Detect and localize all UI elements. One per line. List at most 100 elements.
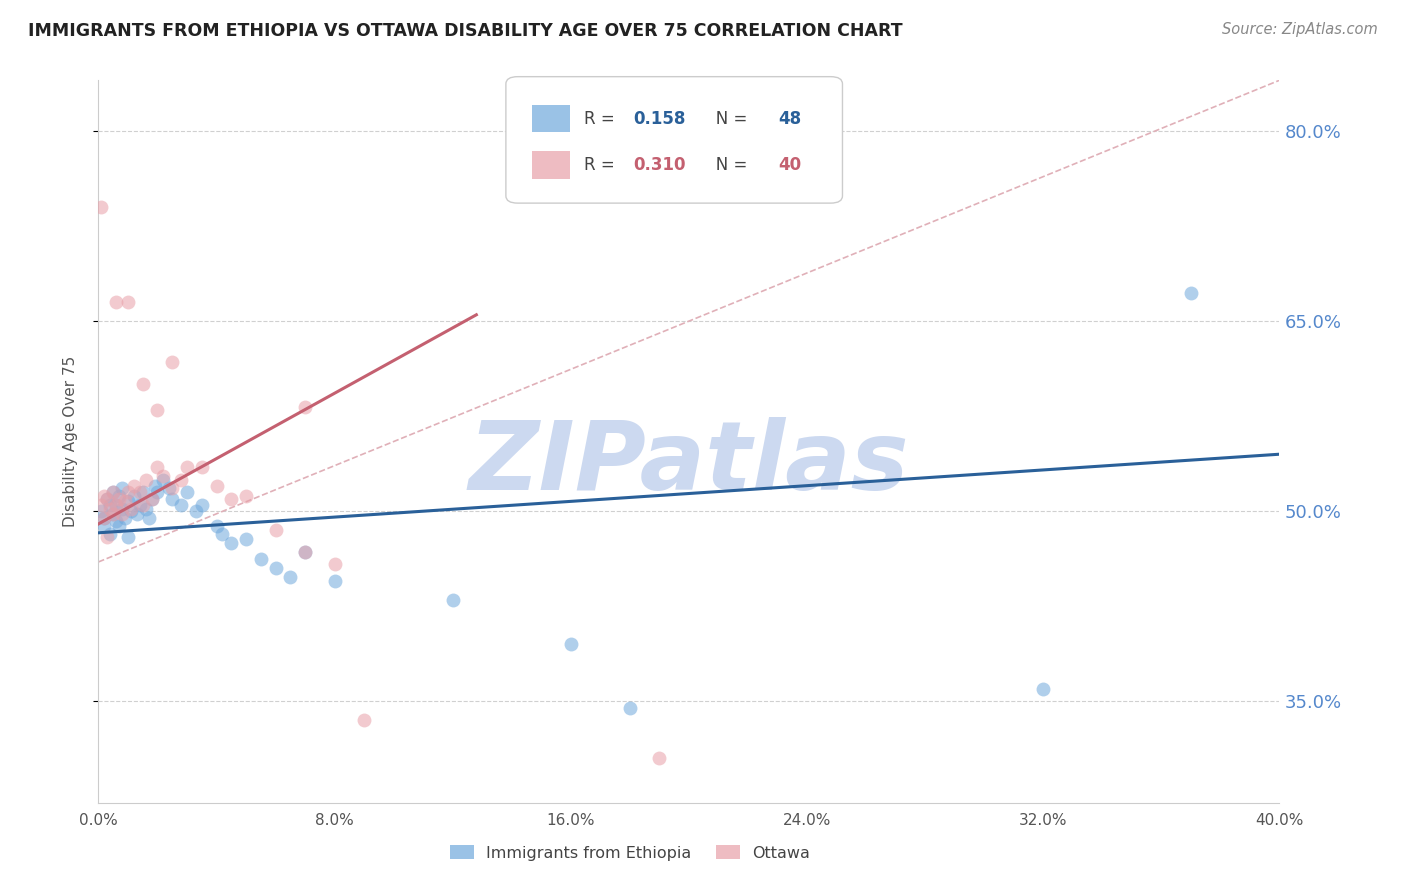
Point — [162, 482, 183, 496]
Text: 0.158: 0.158 — [634, 110, 686, 128]
Point — [125, 507, 148, 521]
Text: N =: N = — [700, 110, 752, 128]
Point — [105, 498, 128, 512]
Point — [98, 498, 121, 512]
Point — [98, 527, 121, 541]
FancyBboxPatch shape — [506, 77, 842, 203]
Point — [205, 519, 228, 533]
Point — [90, 200, 112, 214]
Point — [135, 501, 157, 516]
Point — [221, 491, 243, 506]
Point — [128, 485, 150, 500]
Point — [170, 498, 193, 512]
Point — [1032, 681, 1054, 696]
Point — [146, 459, 169, 474]
Point — [111, 501, 134, 516]
Point — [353, 714, 375, 728]
Point — [141, 491, 163, 506]
Y-axis label: Disability Age Over 75: Disability Age Over 75 — [63, 356, 77, 527]
Point — [108, 491, 131, 506]
Point — [191, 459, 214, 474]
Point — [323, 574, 346, 588]
Point — [120, 504, 142, 518]
Point — [122, 479, 145, 493]
Point — [157, 482, 180, 496]
Legend: Immigrants from Ethiopia, Ottawa: Immigrants from Ethiopia, Ottawa — [443, 838, 817, 867]
Point — [132, 485, 155, 500]
Point — [205, 479, 228, 493]
Text: 48: 48 — [779, 110, 801, 128]
Point — [103, 507, 125, 521]
Point — [264, 523, 287, 537]
Point — [294, 545, 316, 559]
Point — [323, 558, 346, 572]
FancyBboxPatch shape — [531, 151, 569, 178]
Point — [250, 552, 273, 566]
Point — [117, 530, 139, 544]
Point — [146, 485, 169, 500]
Point — [221, 536, 243, 550]
Point — [103, 485, 125, 500]
Point — [96, 491, 118, 506]
Point — [191, 498, 214, 512]
Point — [648, 751, 671, 765]
Point — [108, 489, 131, 503]
Point — [235, 489, 257, 503]
Point — [111, 482, 134, 496]
Point — [211, 527, 233, 541]
Point — [294, 545, 316, 559]
Point — [114, 510, 136, 524]
Point — [280, 570, 302, 584]
Point — [93, 510, 115, 524]
Point — [114, 494, 136, 508]
Point — [135, 473, 157, 487]
Point — [90, 504, 112, 518]
Point — [132, 377, 155, 392]
Point — [294, 401, 316, 415]
Text: R =: R = — [583, 156, 620, 174]
Text: Source: ZipAtlas.com: Source: ZipAtlas.com — [1222, 22, 1378, 37]
Point — [103, 485, 125, 500]
Text: 40: 40 — [779, 156, 801, 174]
Point — [264, 561, 287, 575]
Point — [152, 473, 174, 487]
Point — [141, 491, 163, 506]
Point — [152, 468, 174, 483]
Point — [93, 519, 115, 533]
Point — [162, 491, 183, 506]
Point — [93, 489, 115, 503]
Text: N =: N = — [700, 156, 752, 174]
Point — [96, 530, 118, 544]
Point — [143, 479, 166, 493]
Point — [111, 507, 134, 521]
Point — [560, 637, 582, 651]
Point — [619, 700, 641, 714]
Point — [98, 501, 121, 516]
Point — [1180, 286, 1202, 301]
Point — [162, 354, 183, 368]
Point — [120, 501, 142, 516]
Point — [105, 498, 128, 512]
Point — [117, 295, 139, 310]
Point — [132, 498, 155, 512]
Point — [105, 295, 128, 310]
Point — [146, 402, 169, 417]
Point — [235, 532, 257, 546]
Point — [122, 489, 145, 503]
Text: IMMIGRANTS FROM ETHIOPIA VS OTTAWA DISABILITY AGE OVER 75 CORRELATION CHART: IMMIGRANTS FROM ETHIOPIA VS OTTAWA DISAB… — [28, 22, 903, 40]
Point — [176, 485, 198, 500]
Point — [441, 593, 464, 607]
Point — [90, 498, 112, 512]
Point — [176, 459, 198, 474]
Text: 0.310: 0.310 — [634, 156, 686, 174]
Point — [117, 485, 139, 500]
Point — [105, 515, 128, 529]
Point — [117, 494, 139, 508]
Point — [184, 504, 207, 518]
Text: ZIPatlas: ZIPatlas — [468, 417, 910, 509]
Point — [93, 510, 115, 524]
Text: R =: R = — [583, 110, 620, 128]
Point — [170, 473, 193, 487]
Point — [108, 519, 131, 533]
Point — [128, 498, 150, 512]
